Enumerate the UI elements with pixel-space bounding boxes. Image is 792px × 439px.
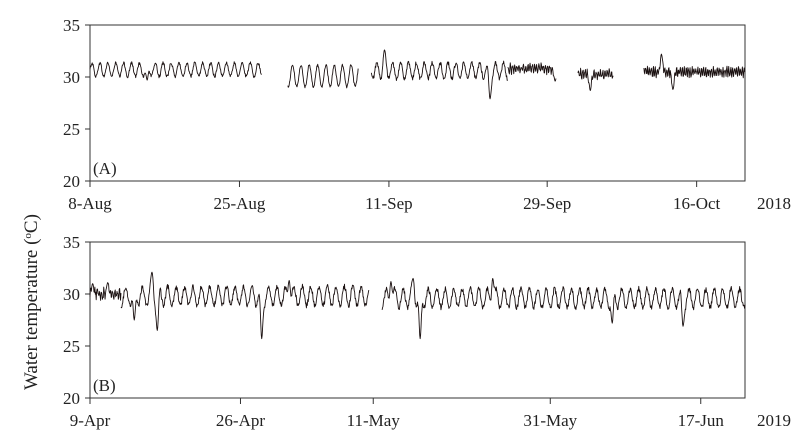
panel-a-label: (A) [93, 159, 117, 178]
panel-a-x-tick-label: 16-Oct [673, 194, 720, 213]
panel-b-y-tick-label: 20 [63, 389, 80, 408]
panel-a-temperature-line-segment [507, 62, 557, 82]
panel-a-year-label: 2018 [757, 194, 791, 213]
panel-b-temperature-line-segment [381, 277, 746, 340]
panel-a-y-tick-label: 30 [63, 68, 80, 87]
panel-a-temperature-line-segment [643, 53, 746, 90]
panel-b-temperature-line-segment [120, 271, 370, 340]
panel-a-temperature-line-segment [370, 49, 508, 100]
panel-a-x-tick-label: 25-Aug [213, 194, 265, 213]
y-axis-label-degree: o [22, 233, 34, 239]
panel-a-x-tick-label: 29-Sep [523, 194, 571, 213]
panel-b-x-tick-label: 17-Jun [678, 411, 725, 430]
panel-b-x-tick-label: 26-Apr [216, 411, 265, 430]
panel-b-year-label: 2019 [757, 411, 791, 430]
panel-b-y-tick-label: 35 [63, 233, 80, 252]
panel-a-temperature-line-segment [89, 61, 262, 81]
panel-b-x-tick-label: 9-Apr [70, 411, 111, 430]
panel-b-label: (B) [93, 376, 116, 395]
panel-a-y-tick-label: 25 [63, 120, 80, 139]
panel-b: 20 25 30 35 9-Apr 26-Apr 11-May 31-May 17-Jun 201… [63, 233, 791, 430]
panel-b-x-tick-label: 31-May [523, 411, 577, 430]
panel-a-frame [89, 24, 746, 182]
panel-a-x-tick-label: 8-Aug [68, 194, 112, 213]
y-axis-label-unit: C) [21, 214, 42, 233]
panel-a-y-tick-label: 20 [63, 172, 80, 191]
panel-a-temperature-line-segment [577, 67, 614, 91]
panel-b-temperature-line-segment [89, 282, 122, 301]
panel-b-x-tick-label: 11-May [347, 411, 401, 430]
panel-b-y-tick-label: 25 [63, 337, 80, 356]
y-axis-label-text: Water temperature ( [21, 239, 42, 390]
panel-a: 20 25 30 35 8-Aug 25-Aug 11-Sep 29-Sep 16-Oct 201… [63, 16, 791, 213]
panel-b-y-tick-label: 30 [63, 285, 80, 304]
panel-a-x-tick-label: 11-Sep [365, 194, 413, 213]
panel-b-frame [89, 241, 746, 399]
panel-a-y-tick-label: 35 [63, 16, 80, 35]
panel-a-temperature-line-segment [287, 63, 359, 89]
y-axis-label: Water temperature (oC) [21, 214, 42, 390]
